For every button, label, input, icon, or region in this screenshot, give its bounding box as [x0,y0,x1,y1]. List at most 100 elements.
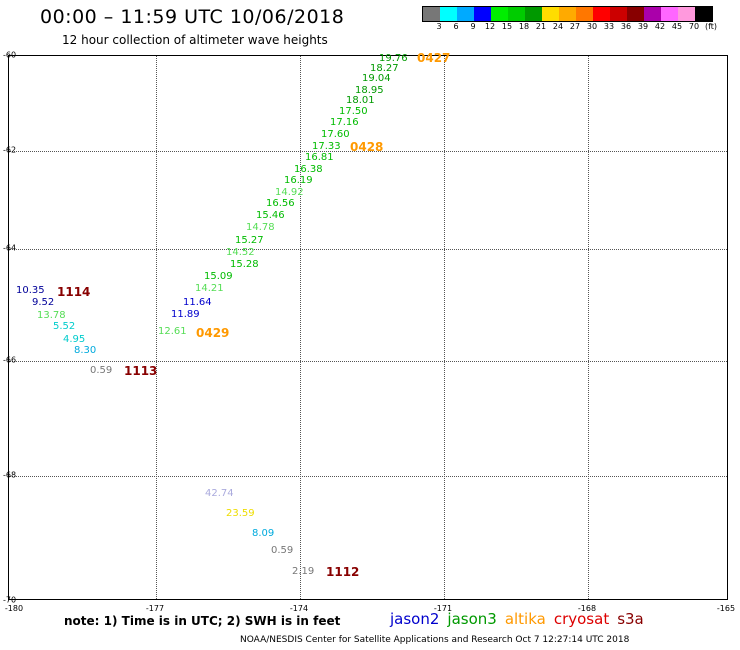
wave-height-value: 11.89 [171,309,200,320]
wave-height-value: 5.52 [53,321,76,332]
legend-entry: jason2 [390,610,440,628]
latitude-gridline [9,476,727,477]
colorbar-label: 9 [470,22,476,31]
pass-time-label: 0428 [350,140,384,154]
colorbar-label: 3 [436,22,442,31]
wave-height-colorbar [422,6,713,22]
wave-height-value: 19.76 [379,53,408,64]
longitude-label: -171 [433,604,453,613]
wave-height-value: 16.56 [266,198,295,209]
colorbar-swatch [440,7,457,21]
wave-height-value: 16.19 [284,175,313,186]
pass-time-label: 1113 [124,364,158,378]
latitude-gridline [9,361,727,362]
colorbar-swatch [661,7,678,21]
colorbar-label: 27 [569,22,581,31]
pass-time-label: 1114 [57,285,91,299]
colorbar-swatch [423,7,440,21]
wave-height-value: 10.35 [16,285,45,296]
wave-height-value: 8.09 [252,528,275,539]
colorbar-swatch [593,7,610,21]
longitude-gridline [300,56,301,599]
colorbar-swatch [491,7,508,21]
wave-height-value: 14.78 [246,222,275,233]
wave-height-value: 16.81 [305,152,334,163]
wave-height-value: 14.92 [275,187,304,198]
latitude-label: -70 [3,595,17,605]
wave-height-value: 0.59 [90,365,113,376]
satellite-legend: jason2 jason3 altika cryosat s3a [390,610,652,628]
wave-height-value: 15.09 [204,271,233,282]
wave-height-value: 11.64 [183,297,212,308]
colorbar-label: 30 [586,22,598,31]
map-frame [8,55,728,600]
pass-time-label: 0427 [417,51,451,65]
colorbar-swatch [678,7,695,21]
colorbar-label: 36 [620,22,632,31]
wave-height-value: 9.52 [32,297,55,308]
colorbar-swatch [474,7,491,21]
wave-height-value: 17.50 [339,106,368,117]
wave-height-value: 16.38 [294,164,323,175]
wave-height-value: 19.04 [362,73,391,84]
wave-height-value: 17.16 [330,117,359,128]
colorbar-label: 21 [535,22,547,31]
colorbar-swatch [610,7,627,21]
latitude-label: -64 [3,243,17,253]
colorbar-label: 33 [603,22,615,31]
wave-height-value: 14.21 [195,283,224,294]
footer-credit: NOAA/NESDIS Center for Satellite Applica… [240,635,630,645]
colorbar-swatch [457,7,474,21]
wave-height-value: 42.74 [205,488,234,499]
wave-height-value: 2.19 [292,566,315,577]
longitude-label: -177 [145,604,165,613]
colorbar-label: 18 [518,22,530,31]
wave-height-value: 18.01 [346,95,375,106]
wave-height-value: 18.95 [355,85,384,96]
wave-height-value: 13.78 [37,310,66,321]
colorbar-label: 70 [688,22,700,31]
colorbar-label: 45 [671,22,683,31]
colorbar-swatch [508,7,525,21]
map-title: 00:00 – 11:59 UTC 10/06/2018 [40,6,345,28]
wave-height-value: 15.27 [235,235,264,246]
wave-height-value: 4.95 [63,334,86,345]
colorbar-swatch [576,7,593,21]
latitude-gridline [9,151,727,152]
wave-height-value: 23.59 [226,508,255,519]
wave-height-value: 12.61 [158,326,187,337]
colorbar-swatch [542,7,559,21]
wave-height-value: 17.33 [312,141,341,152]
colorbar-label: 39 [637,22,649,31]
colorbar-swatch [525,7,542,21]
wave-height-value: 15.46 [256,210,285,221]
longitude-gridline [156,56,157,599]
colorbar-swatch [695,7,712,21]
map-subtitle: 12 hour collection of altimeter wave hei… [62,33,328,47]
pass-time-label: 1112 [326,565,360,579]
colorbar-labels: 3 6 9 12 15 18 21 24 27 30 33 36 39 42 45 70 (ft) [422,22,740,34]
colorbar-swatch [627,7,644,21]
colorbar-label: 15 [501,22,513,31]
legend-entry: jason3 [447,610,497,628]
latitude-label: -66 [3,355,17,365]
latitude-label: -68 [3,470,17,480]
colorbar-label: 12 [484,22,496,31]
latitude-label: -62 [3,145,17,155]
wave-height-value: 14.52 [226,247,255,258]
latitude-gridline [9,249,727,250]
wave-height-value: 0.59 [271,545,294,556]
latitude-label: -60 [3,50,17,60]
longitude-gridline [444,56,445,599]
wave-height-value: 17.60 [321,129,350,140]
wave-height-value: 8.30 [74,345,97,356]
legend-entry: cryosat [553,610,610,628]
longitude-label: -174 [289,604,309,613]
longitude-gridline [588,56,589,599]
colorbar-swatch [644,7,661,21]
colorbar-label: 6 [453,22,459,31]
wave-height-value: 15.28 [230,259,259,270]
colorbar-label: 24 [552,22,564,31]
colorbar-label: (ft) [704,22,718,31]
legend-entry: s3a [617,610,644,628]
